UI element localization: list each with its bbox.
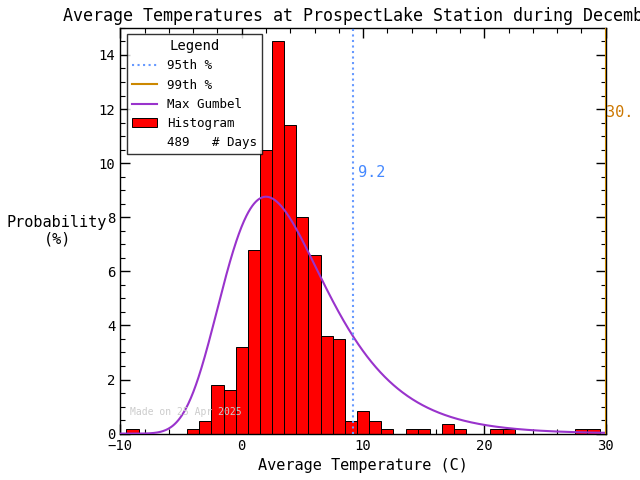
Bar xyxy=(260,150,272,433)
95th % xyxy=(349,431,357,436)
99th % xyxy=(602,431,609,436)
Bar xyxy=(454,429,466,433)
Text: Made on 25 Apr 2025: Made on 25 Apr 2025 xyxy=(130,408,242,418)
95th % xyxy=(349,404,357,409)
Bar xyxy=(575,429,588,433)
Max Gumbel xyxy=(585,430,593,435)
Max Gumbel xyxy=(157,429,164,435)
Bar xyxy=(284,125,296,433)
X-axis label: Average Temperature (C): Average Temperature (C) xyxy=(258,458,468,473)
Bar xyxy=(199,421,211,433)
Text: 30.: 30. xyxy=(605,105,633,120)
Bar xyxy=(588,429,600,433)
Bar xyxy=(223,390,236,433)
Legend: 95th %, 99th %, Max Gumbel, Histogram, 489   # Days: 95th %, 99th %, Max Gumbel, Histogram, 4… xyxy=(127,34,262,155)
Bar xyxy=(333,339,345,433)
Bar xyxy=(187,429,199,433)
Bar xyxy=(442,424,454,433)
Bar xyxy=(357,411,369,433)
Bar xyxy=(236,347,248,433)
Bar xyxy=(418,429,430,433)
Bar xyxy=(211,385,223,433)
Bar xyxy=(272,41,284,433)
Bar xyxy=(502,429,515,433)
99th % xyxy=(602,404,609,409)
Bar xyxy=(406,429,418,433)
Bar xyxy=(296,217,308,433)
Line: Max Gumbel: Max Gumbel xyxy=(96,197,640,433)
Bar xyxy=(490,429,502,433)
Bar xyxy=(127,429,139,433)
Bar xyxy=(321,336,333,433)
Bar xyxy=(345,421,357,433)
Max Gumbel xyxy=(371,363,378,369)
Bar xyxy=(248,250,260,433)
Max Gumbel xyxy=(92,431,100,436)
Y-axis label: Probability
(%): Probability (%) xyxy=(7,215,108,247)
Bar xyxy=(381,429,394,433)
Bar xyxy=(369,421,381,433)
Max Gumbel xyxy=(262,194,270,200)
Bar xyxy=(308,255,321,433)
Title: Average Temperatures at ProspectLake Station during December: Average Temperatures at ProspectLake Sta… xyxy=(63,7,640,25)
Max Gumbel xyxy=(526,427,534,433)
Max Gumbel xyxy=(596,430,604,436)
Text: 9.2: 9.2 xyxy=(358,165,385,180)
Max Gumbel xyxy=(348,332,356,337)
